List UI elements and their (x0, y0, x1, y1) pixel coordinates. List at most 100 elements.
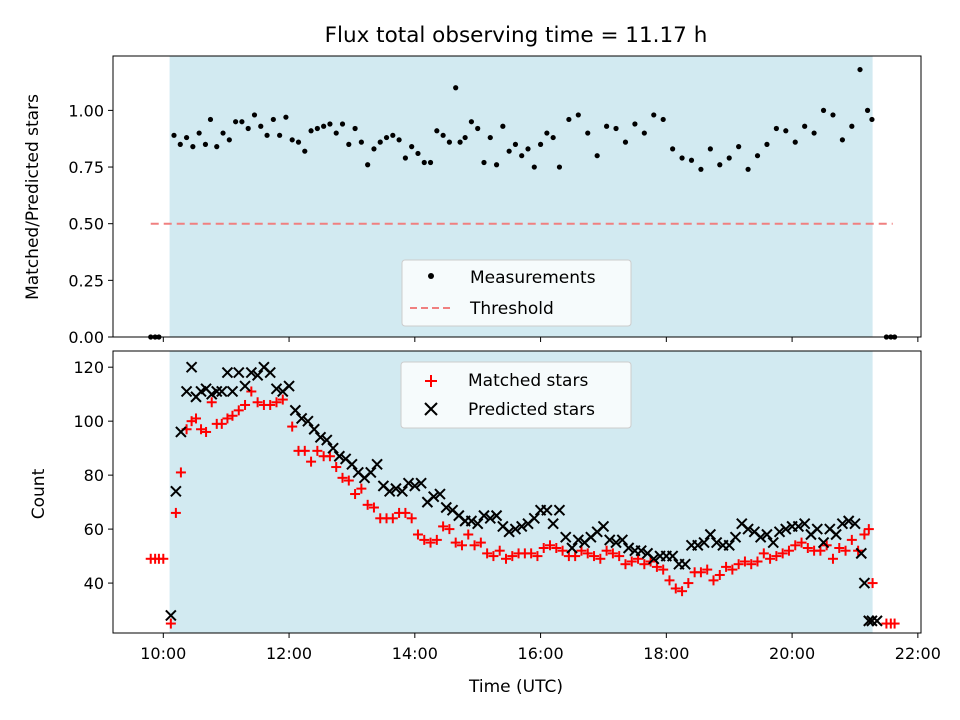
measurement-point (233, 119, 239, 125)
matched-star-point (350, 489, 361, 500)
measurement-point (270, 116, 276, 123)
matched-star-point (419, 534, 430, 545)
predicted-star-point (226, 385, 239, 398)
matched-star-point (708, 575, 719, 586)
matched-star-point (867, 578, 878, 589)
measurement-point (811, 130, 817, 136)
measurement-point (421, 159, 427, 166)
measurement-point (820, 107, 827, 113)
predicted-star-point (604, 534, 616, 546)
matched-star-point (677, 586, 688, 597)
predicted-star-point (811, 523, 823, 535)
predicted-star-point (211, 385, 223, 398)
measurement-point (717, 162, 723, 168)
measurement-point (462, 134, 468, 141)
matched-star-point (582, 548, 593, 559)
matched-star-point (488, 551, 499, 562)
top-legend: Measurements Threshold (401, 259, 632, 327)
matched-star-point (614, 551, 625, 562)
matched-star-point (695, 567, 706, 578)
matched-star-point (834, 542, 845, 553)
predicted-star-point (842, 515, 855, 527)
measurement-point (754, 153, 761, 159)
predicted-star-point (679, 558, 691, 570)
top-panel: 0.00 0.25 0.50 0.75 1.00 Matched/Predicted s… (23, 55, 922, 347)
measurement-point (202, 141, 209, 147)
y-tick-label: 0.25 (68, 271, 104, 290)
matched-star-point (846, 534, 857, 545)
predicted-star-point (465, 515, 478, 527)
measurement-point (651, 112, 657, 118)
matched-star-point (607, 548, 618, 559)
measurement-point (679, 155, 685, 161)
predicted-star-point (503, 526, 515, 538)
measurement-point (698, 166, 704, 172)
matched-star-point (368, 502, 379, 513)
measurement-point (277, 132, 283, 138)
measurement-point (531, 164, 537, 170)
matched-star-point (400, 507, 411, 518)
measurement-point (377, 139, 383, 145)
measurement-point (500, 123, 506, 129)
measurement-point (183, 134, 190, 141)
matched-star-point (783, 545, 794, 556)
measurement-point (220, 130, 226, 136)
matched-star-point (658, 564, 669, 575)
measurement-point (434, 128, 440, 134)
predicted-star-point (704, 528, 717, 541)
matched-star-point (507, 551, 518, 562)
measurement-point (396, 137, 402, 143)
predicted-star-point (170, 485, 182, 498)
measurement-point (585, 130, 591, 136)
predicted-star-point (434, 488, 446, 500)
measurement-point (802, 123, 808, 129)
matched-star-point (733, 559, 744, 570)
legend-matched-label: Matched stars (468, 371, 588, 391)
measurement-point (519, 153, 525, 159)
predicted-star-point (409, 480, 421, 492)
matched-star-point (500, 553, 511, 564)
chart-title: Flux total observing time = 11.17 h (325, 23, 708, 48)
predicted-star-point (547, 518, 559, 530)
predicted-star-point (622, 542, 635, 554)
measurement-point (415, 150, 421, 157)
predicted-star-point (371, 458, 383, 471)
measurement-point (726, 155, 732, 161)
measurement-point (773, 125, 779, 132)
matched-star-point (601, 545, 612, 556)
x-tick-label: 10:00 (140, 644, 186, 663)
predicted-star-point (610, 536, 622, 549)
matched-star-point (312, 445, 323, 456)
matched-star-point (222, 413, 233, 424)
measurement-point (346, 141, 352, 147)
matched-star-point (683, 578, 694, 589)
matched-star-point (739, 556, 750, 567)
predicted-star-point (484, 512, 496, 525)
x-tick-label: 18:00 (643, 644, 689, 663)
predicted-star-point (761, 528, 773, 541)
measurement-point (604, 123, 610, 129)
measurement-point (783, 128, 789, 134)
legend-matched-marker (425, 375, 437, 387)
measurement-point (544, 130, 550, 136)
x-tick-label: 16:00 (518, 644, 564, 663)
x-axis-label: Time (UTC) (468, 677, 563, 697)
predicted-star-point (180, 385, 193, 398)
matched-star-point (620, 559, 631, 570)
matched-star-point (444, 524, 455, 535)
predicted-star-point (346, 458, 358, 471)
predicted-star-point (365, 466, 377, 479)
matched-star-point (633, 553, 644, 564)
predicted-star-point (666, 550, 679, 562)
predicted-star-point (710, 536, 723, 549)
measurement-point (632, 121, 638, 127)
measurement-point (481, 159, 487, 166)
predicted-star-point (516, 520, 528, 533)
matched-star-point (771, 551, 782, 562)
measurement-point (575, 112, 581, 118)
matched-star-point (191, 413, 202, 424)
matched-star-point (412, 529, 423, 540)
matched-star-point (790, 540, 801, 551)
measurement-point (245, 125, 251, 132)
